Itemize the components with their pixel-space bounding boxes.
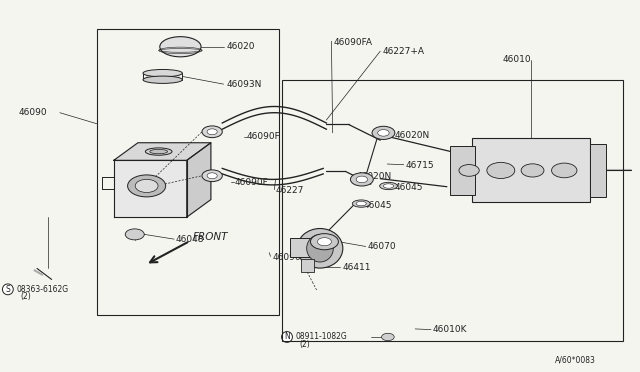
Text: 46010K: 46010K: [433, 325, 467, 334]
Text: 46020N: 46020N: [356, 172, 392, 181]
Ellipse shape: [356, 201, 366, 206]
Circle shape: [207, 173, 217, 179]
Text: (2): (2): [300, 340, 310, 349]
Text: 46048: 46048: [176, 235, 205, 244]
Text: A/60*0083: A/60*0083: [555, 356, 596, 365]
Text: 46045: 46045: [363, 201, 392, 209]
Text: FRONT: FRONT: [193, 232, 228, 242]
Ellipse shape: [150, 149, 168, 154]
Circle shape: [310, 234, 339, 250]
Text: 46070: 46070: [367, 242, 396, 251]
Text: 46020N: 46020N: [395, 131, 430, 140]
Text: 46411: 46411: [342, 263, 371, 272]
Circle shape: [127, 175, 166, 197]
Circle shape: [207, 129, 217, 135]
Text: 08911-1082G: 08911-1082G: [296, 333, 348, 341]
Bar: [589, 144, 605, 197]
Text: 46090FA: 46090FA: [273, 253, 312, 262]
Text: N: N: [284, 333, 290, 341]
Bar: [97, 29, 279, 315]
Ellipse shape: [145, 148, 172, 155]
Circle shape: [125, 229, 144, 240]
Text: 46090: 46090: [19, 108, 47, 117]
Bar: [289, 238, 324, 257]
Text: 46715: 46715: [406, 161, 435, 170]
Ellipse shape: [143, 76, 182, 83]
Circle shape: [356, 176, 367, 183]
Text: 46090F: 46090F: [234, 178, 268, 187]
Ellipse shape: [380, 182, 397, 190]
Ellipse shape: [143, 70, 182, 77]
Ellipse shape: [353, 200, 370, 207]
Circle shape: [459, 164, 479, 176]
Polygon shape: [114, 160, 187, 217]
Circle shape: [135, 179, 158, 192]
Polygon shape: [187, 143, 211, 217]
Text: 46090F: 46090F: [247, 132, 281, 141]
Circle shape: [202, 170, 222, 182]
Text: 46093N: 46093N: [226, 80, 262, 89]
Circle shape: [202, 126, 222, 138]
Text: 46020: 46020: [226, 42, 255, 51]
Ellipse shape: [160, 37, 201, 57]
Text: 46090FA: 46090FA: [334, 38, 373, 47]
Circle shape: [372, 126, 395, 140]
Bar: [282, 80, 623, 341]
Text: 46010: 46010: [502, 55, 531, 64]
Circle shape: [521, 164, 544, 177]
Circle shape: [552, 163, 577, 178]
Polygon shape: [114, 143, 211, 160]
Bar: [472, 138, 589, 202]
Circle shape: [378, 129, 389, 136]
Ellipse shape: [307, 235, 333, 262]
Ellipse shape: [383, 184, 394, 188]
Circle shape: [351, 173, 373, 186]
Ellipse shape: [297, 228, 343, 268]
Circle shape: [317, 238, 332, 246]
Text: 46045: 46045: [395, 183, 424, 192]
Circle shape: [381, 333, 394, 341]
Bar: [450, 146, 476, 195]
Text: S: S: [6, 285, 10, 294]
Bar: [301, 259, 314, 272]
Circle shape: [487, 162, 515, 179]
Text: (2): (2): [20, 292, 31, 301]
Text: 46227+A: 46227+A: [382, 46, 424, 56]
Text: 46227: 46227: [276, 186, 304, 195]
Text: 08363-6162G: 08363-6162G: [17, 285, 69, 294]
